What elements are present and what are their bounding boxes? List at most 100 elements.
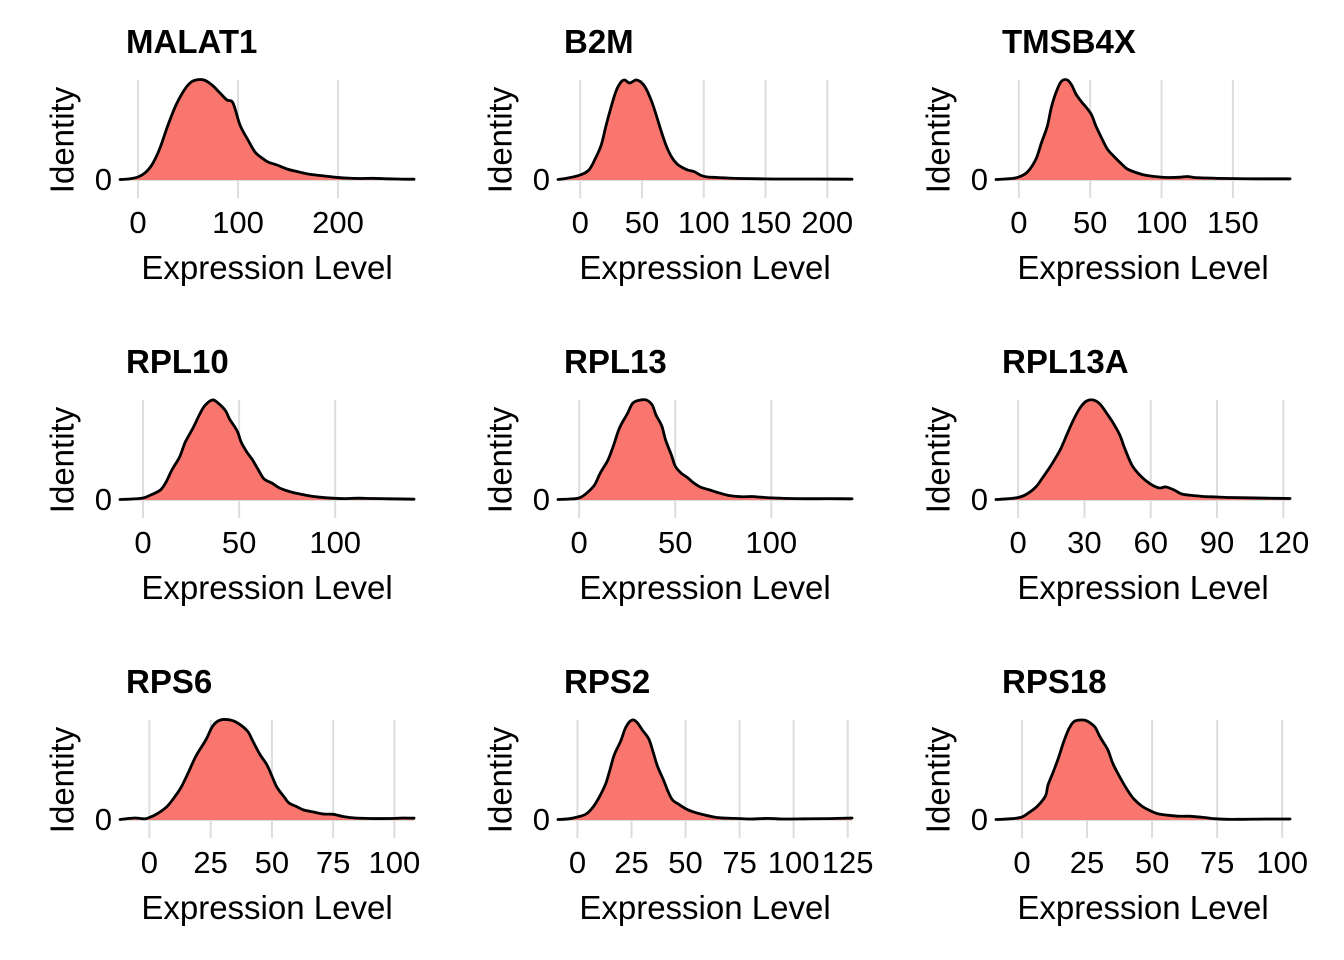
panel-title: RPS18 (1002, 663, 1107, 700)
y-tick-label: 0 (94, 162, 112, 197)
x-tick-label: 50 (1134, 845, 1170, 880)
x-tick-label: 90 (1199, 525, 1235, 560)
ridge-panel: TMSB4X Identity 0 Expression Level 0 50 10… (896, 0, 1344, 320)
density-plot (118, 78, 416, 198)
density-area (558, 719, 852, 820)
panel-title: RPS6 (126, 663, 213, 700)
x-tick-label: 100 (745, 525, 798, 560)
ridge-panel: RPS2 Identity 0 Expression Level 0 25 50 75… (448, 640, 896, 960)
x-tick-label: 50 (657, 525, 693, 560)
x-tick-label: 200 (801, 205, 854, 240)
x-tick-label: 0 (1010, 205, 1028, 240)
ridge-panel: RPL13A Identity 0 Expression Level 0 30 60… (896, 320, 1344, 640)
ridge-panel: RPS18 Identity 0 Expression Level 0 25 50 7… (896, 640, 1344, 960)
x-axis-label: Expression Level (141, 889, 393, 926)
density-area (558, 399, 852, 500)
x-tick-label: 125 (821, 845, 874, 880)
x-tick-label: 120 (1257, 525, 1310, 560)
x-axis-label: Expression Level (1017, 249, 1269, 286)
x-tick-label: 0 (140, 845, 159, 880)
x-tick-label: 60 (1133, 525, 1168, 560)
x-tick-label: 0 (570, 525, 588, 560)
x-tick-label: 0 (571, 205, 589, 240)
ridge-panel: RPS6 Identity 0 Expression Level 0 25 50 75… (0, 640, 448, 960)
x-axis-label: Expression Level (141, 249, 393, 286)
x-tick-label: 25 (614, 845, 649, 880)
density-area (120, 719, 414, 820)
x-tick-label: 100 (368, 845, 421, 880)
y-tick-label: 0 (970, 802, 988, 837)
y-tick-label: 0 (94, 482, 112, 517)
density-outline (556, 398, 854, 501)
x-tick-label: 200 (312, 205, 364, 240)
density-outline (556, 718, 854, 821)
x-tick-label: 75 (722, 845, 757, 880)
ridge-panel: RPL10 Identity 0 Expression Level 0 50 100 (0, 320, 448, 640)
y-tick-label: 0 (94, 802, 112, 837)
x-tick-label: 100 (309, 525, 362, 560)
density-area (996, 399, 1290, 500)
x-tick-label: 75 (315, 845, 351, 880)
x-tick-label: 50 (624, 205, 660, 240)
y-tick-label: 0 (970, 482, 988, 517)
density-plot (556, 78, 854, 198)
x-tick-label: 50 (1072, 205, 1108, 240)
x-tick-label: 50 (221, 525, 257, 560)
x-tick-label: 75 (1199, 845, 1235, 880)
density-outline (118, 398, 416, 501)
x-tick-label: 50 (254, 845, 290, 880)
density-plot (994, 718, 1292, 838)
x-tick-label: 25 (193, 845, 228, 880)
density-outline (118, 78, 416, 181)
x-axis-label: Expression Level (1017, 889, 1269, 926)
x-tick-label: 0 (1013, 845, 1031, 880)
x-tick-label: 50 (668, 845, 703, 880)
x-axis-label: Expression Level (579, 249, 831, 286)
y-tick-label: 0 (532, 802, 550, 837)
density-area (120, 399, 414, 500)
y-tick-label: 0 (532, 482, 550, 517)
density-plot (994, 78, 1292, 198)
density-outline (994, 78, 1292, 181)
panel-title: RPL13A (1002, 343, 1129, 380)
x-tick-label: 0 (129, 205, 147, 240)
x-axis-label: Expression Level (141, 569, 393, 606)
panel-title: RPL10 (126, 343, 229, 380)
density-outline (118, 718, 416, 821)
x-tick-label: 100 (677, 205, 730, 240)
density-outline (994, 718, 1292, 821)
x-tick-label: 0 (1009, 525, 1027, 560)
density-plot (994, 398, 1292, 518)
x-tick-label: 100 (1135, 205, 1188, 240)
x-tick-label: 150 (1207, 205, 1259, 240)
x-tick-label: 100 (767, 845, 820, 880)
density-outline (994, 398, 1292, 501)
density-plot (118, 718, 416, 838)
x-tick-label: 25 (1069, 845, 1105, 880)
density-area (558, 79, 852, 180)
x-axis-label: Expression Level (579, 889, 831, 926)
y-tick-label: 0 (532, 162, 550, 197)
x-tick-label: 100 (1256, 845, 1309, 880)
panel-title: TMSB4X (1002, 23, 1136, 60)
x-axis-label: Expression Level (579, 569, 831, 606)
density-plot (556, 398, 854, 518)
x-tick-label: 100 (212, 205, 264, 240)
density-area (120, 79, 414, 180)
ridge-panel: B2M Identity 0 Expression Level 0 50 100 15… (448, 0, 896, 320)
panel-title: MALAT1 (126, 23, 258, 60)
ridge-panel: MALAT1 Identity 0 Expression Level 0 100 2… (0, 0, 448, 320)
panel-title: RPS2 (564, 663, 651, 700)
density-area (996, 79, 1290, 180)
density-plot (118, 398, 416, 518)
density-plot (556, 718, 854, 838)
density-area (996, 719, 1290, 820)
x-axis-label: Expression Level (1017, 569, 1269, 606)
ridge-panel: RPL13 Identity 0 Expression Level 0 50 100 (448, 320, 896, 640)
x-tick-label: 30 (1067, 525, 1102, 560)
panel-title: RPL13 (564, 343, 667, 380)
x-tick-label: 150 (739, 205, 792, 240)
x-tick-label: 0 (134, 525, 152, 560)
x-tick-label: 0 (568, 845, 587, 880)
